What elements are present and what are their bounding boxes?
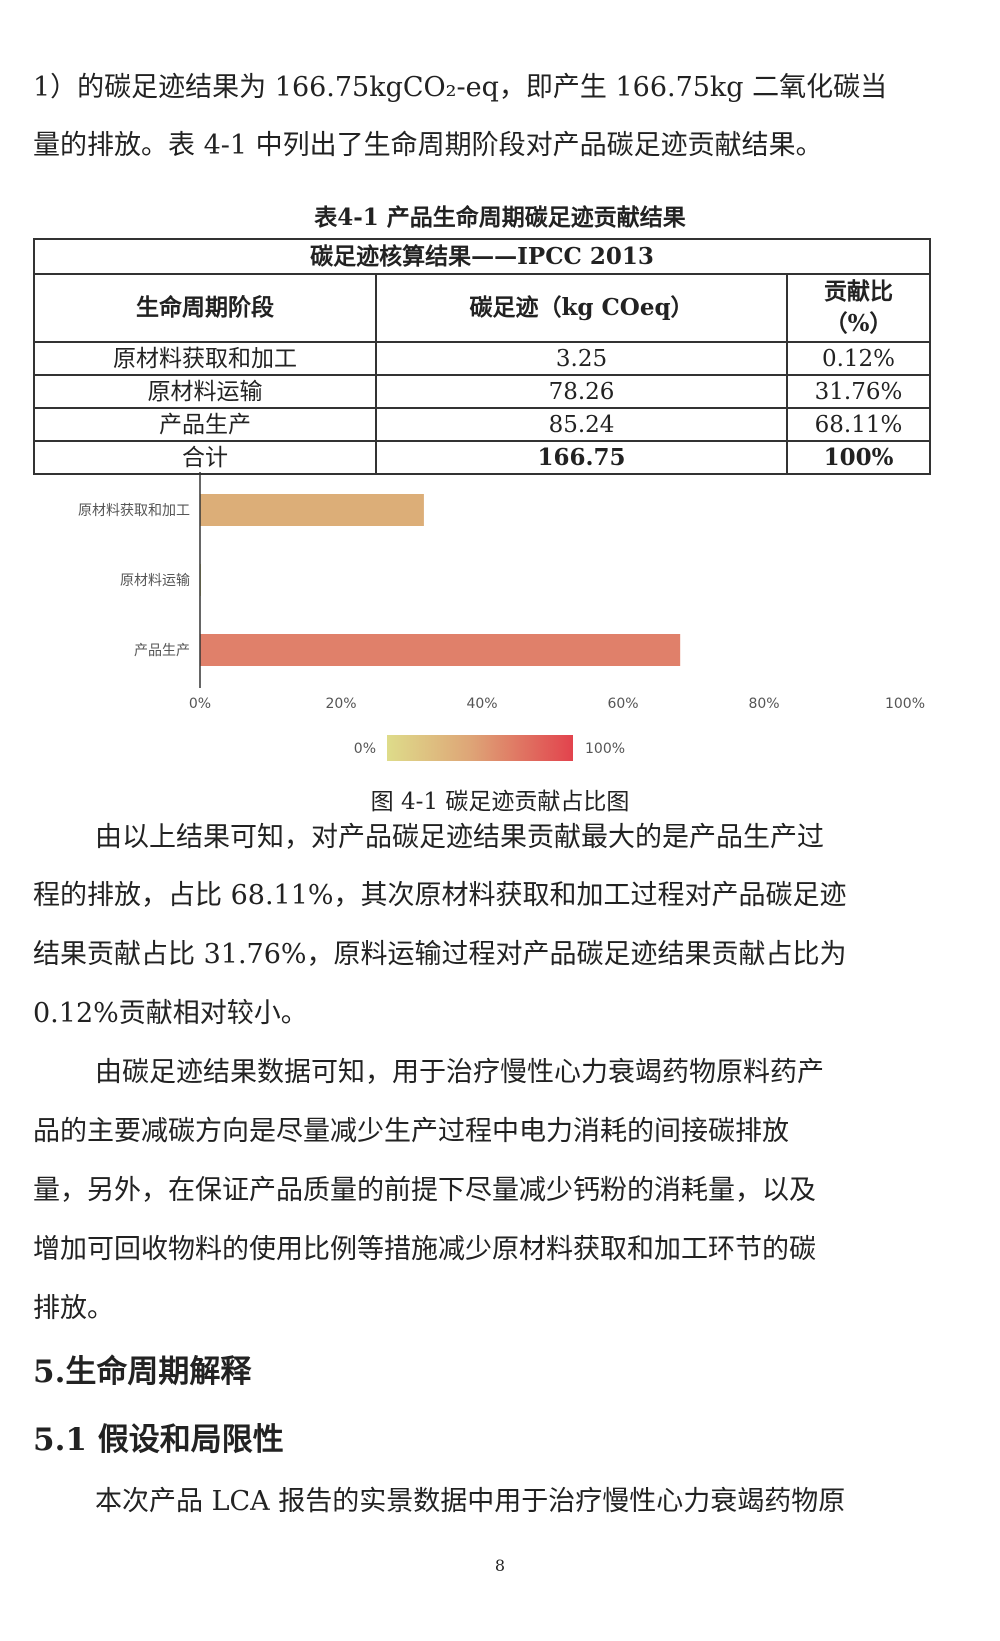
table-cell: 31.76%	[786, 374, 931, 409]
table-cell: 166.75	[375, 440, 788, 475]
table-cell: 原材料获取和加工	[33, 341, 377, 376]
table-cell: 合计	[33, 440, 377, 475]
table-total-row: 合计 166.75 100%	[33, 440, 931, 475]
table-row: 产品生产 85.24 68.11%	[33, 407, 931, 442]
section-heading: 5.生命周期解释	[33, 1354, 252, 1390]
bar	[200, 494, 424, 526]
table-row: 原材料获取和加工 3.25 0.12%	[33, 341, 931, 376]
body-text-line: 0.12%贡献相对较小。	[33, 998, 308, 1029]
category-label: 产品生产	[134, 643, 190, 659]
results-table: 碳足迹核算结果——IPCC 2013 生命周期阶段 碳足迹（kg COeq） 贡…	[33, 238, 931, 475]
legend-max-label: 100%	[585, 741, 625, 757]
body-text-line: 程的排放，占比 68.11%，其次原材料获取和加工过程对产品碳足迹	[33, 880, 847, 911]
column-header: 贡献比（%）	[786, 273, 931, 343]
body-text-line: 结果贡献占比 31.76%，原料运输过程对产品碳足迹结果贡献占比为	[33, 939, 847, 970]
body-text-line: 品的主要减碳方向是尽量减少生产过程中电力消耗的间接碳排放	[33, 1116, 789, 1147]
x-tick-label: 60%	[607, 696, 638, 712]
body-text-line: 由碳足迹结果数据可知，用于治疗慢性心力衰竭药物原料药产	[95, 1057, 824, 1088]
table-title: 碳足迹核算结果——IPCC 2013	[33, 238, 931, 275]
body-text-line: 增加可回收物料的使用比例等措施减少原材料获取和加工环节的碳	[33, 1234, 816, 1265]
legend-min-label: 0%	[354, 741, 376, 757]
color-scale-legend	[387, 735, 573, 761]
table-row: 原材料运输 78.26 31.76%	[33, 374, 931, 409]
table-caption: 表4-1 产品生命周期碳足迹贡献结果	[314, 204, 686, 231]
category-label: 原材料运输	[120, 573, 190, 589]
category-label: 原材料获取和加工	[78, 503, 190, 519]
table-header-row: 生命周期阶段 碳足迹（kg COeq） 贡献比（%）	[33, 273, 931, 343]
body-text-line: 量，另外，在保证产品质量的前提下尽量减少钙粉的消耗量，以及	[33, 1175, 816, 1206]
x-tick-label: 20%	[325, 696, 356, 712]
table-cell: 0.12%	[786, 341, 931, 376]
table-cell: 产品生产	[33, 407, 377, 442]
page-number: 8	[494, 1556, 506, 1575]
x-tick-label: 100%	[885, 696, 925, 712]
body-text-line: 排放。	[33, 1293, 114, 1324]
table-cell: 78.26	[375, 374, 788, 409]
body-text-line: 量的排放。表 4-1 中列出了生命周期阶段对产品碳足迹贡献结果。	[33, 130, 823, 161]
bar	[200, 634, 681, 666]
x-tick-label: 80%	[748, 696, 779, 712]
column-header: 生命周期阶段	[33, 273, 377, 343]
table-title-row: 碳足迹核算结果——IPCC 2013	[33, 238, 931, 275]
figure-caption: 图 4-1 碳足迹贡献占比图	[370, 789, 630, 815]
x-tick-label: 0%	[189, 696, 211, 712]
column-header: 碳足迹（kg COeq）	[375, 273, 788, 343]
x-tick-label: 40%	[466, 696, 497, 712]
table-cell: 85.24	[375, 407, 788, 442]
subsection-heading: 5.1 假设和局限性	[33, 1422, 284, 1458]
body-text-line: 1）的碳足迹结果为 166.75kgCO₂-eq，即产生 166.75kg 二氧…	[33, 72, 888, 103]
body-text-line: 本次产品 LCA 报告的实景数据中用于治疗慢性心力衰竭药物原	[95, 1486, 846, 1517]
body-text-line: 由以上结果可知，对产品碳足迹结果贡献最大的是产品生产过	[95, 822, 824, 853]
table-cell: 3.25	[375, 341, 788, 376]
table-cell: 68.11%	[786, 407, 931, 442]
table-cell: 原材料运输	[33, 374, 377, 409]
table-cell: 100%	[786, 440, 931, 475]
